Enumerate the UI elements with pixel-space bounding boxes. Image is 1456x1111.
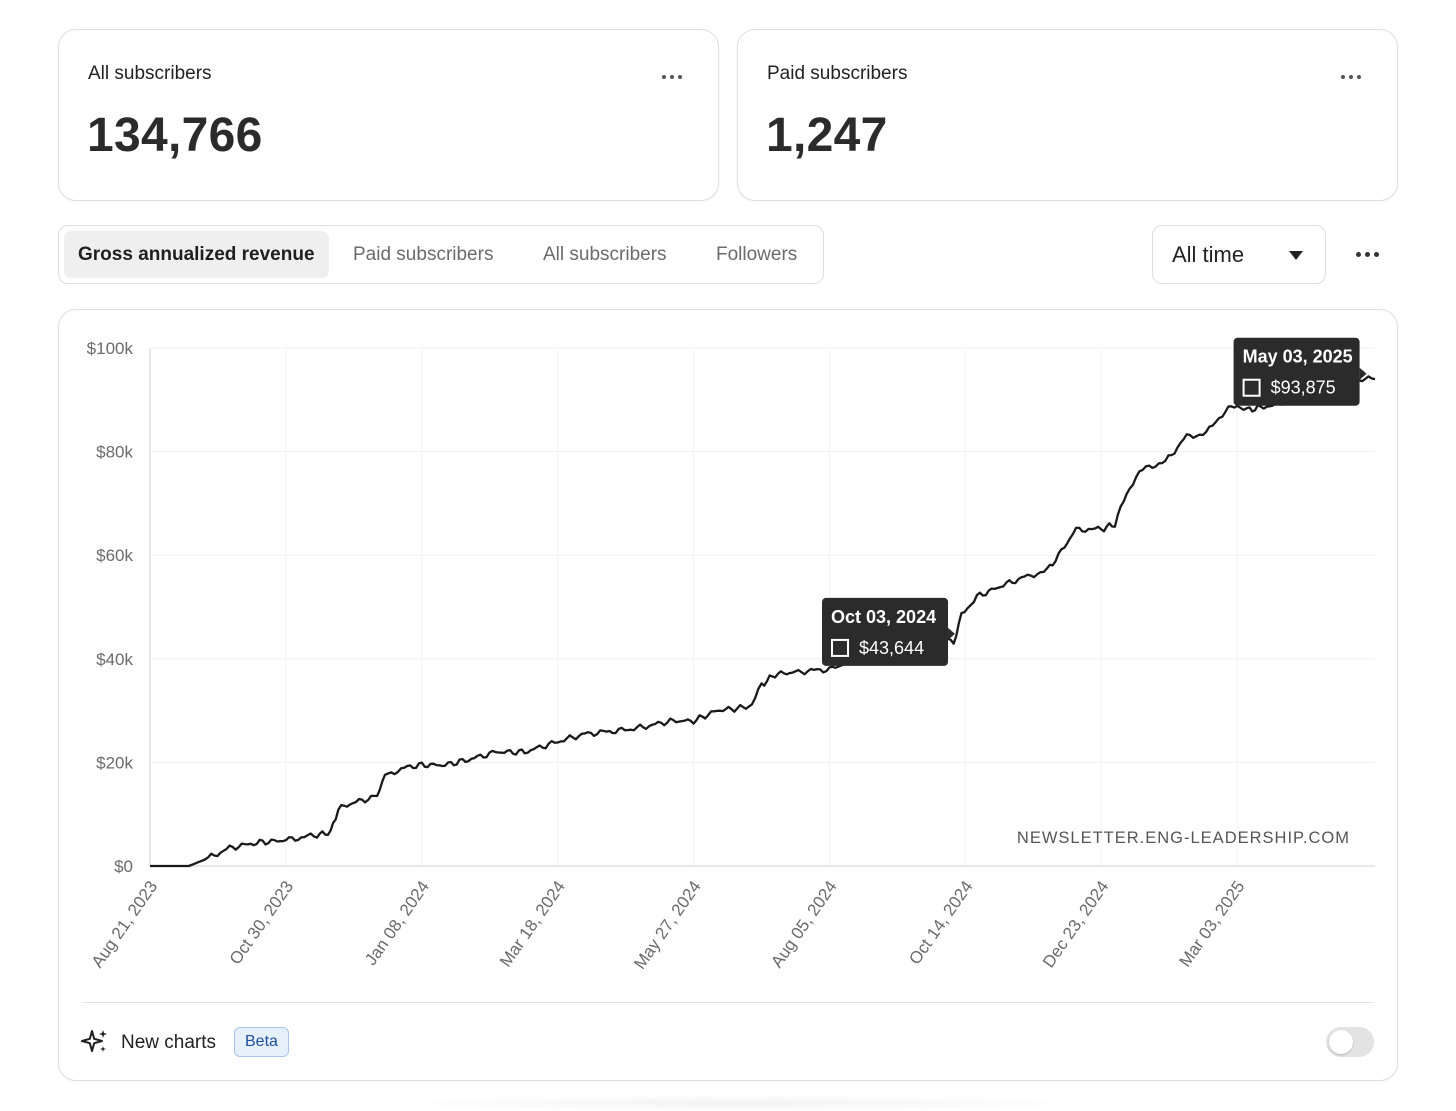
tooltip-box — [1233, 337, 1360, 406]
tooltip-date: May 03, 2025 — [1243, 347, 1353, 367]
more-dots-icon[interactable] — [1341, 75, 1361, 79]
all-subscribers-card: All subscribers 134,766 — [58, 29, 719, 201]
x-tick-label: Jan 08, 2024 — [361, 877, 433, 968]
tooltip-value: $93,875 — [1271, 378, 1336, 398]
sparkle-icon — [81, 1030, 107, 1052]
tab-followers[interactable]: Followers — [716, 244, 798, 265]
tab-paid-subscribers[interactable]: Paid subscribers — [353, 244, 494, 265]
stat-value: 1,247 — [766, 109, 888, 162]
y-tick-label: $40k — [96, 650, 133, 669]
legend-swatch-icon — [1242, 378, 1261, 397]
divider — [82, 1002, 1374, 1003]
new-charts-label: New charts — [121, 1032, 217, 1053]
stat-value: 134,766 — [87, 109, 263, 162]
paid-subscribers-card: Paid subscribers 1,247 — [737, 29, 1398, 201]
caret-down-icon — [1289, 251, 1303, 260]
stat-label: Paid subscribers — [767, 63, 908, 84]
x-tick-label: Dec 23, 2024 — [1039, 877, 1113, 971]
tooltip-date: Oct 03, 2024 — [831, 607, 936, 627]
y-tick-label: $100k — [87, 339, 134, 358]
y-tick-label: $80k — [96, 443, 133, 462]
metric-tabs: Gross annualized revenue Paid subscriber… — [58, 225, 824, 284]
revenue-chart: $0 $20k $40k $60k $80k $100k Aug 21, 2023 Oct 3… — [87, 337, 1376, 973]
tab-all-subscribers[interactable]: All subscribers — [543, 244, 667, 265]
time-range-select[interactable]: All time — [1152, 225, 1326, 284]
stat-label: All subscribers — [88, 63, 212, 84]
x-tick-label: Aug 05, 2024 — [767, 877, 841, 971]
series-line — [150, 375, 1376, 868]
x-tick-label: Oct 14, 2024 — [905, 877, 976, 968]
x-tick-label: Oct 30, 2023 — [226, 877, 297, 968]
more-dots-icon[interactable] — [662, 75, 682, 79]
watermark: NEWSLETTER.ENG-LEADERSHIP.COM — [1017, 829, 1350, 847]
y-tick-label: $20k — [96, 753, 133, 772]
x-tick-label: Aug 21, 2023 — [88, 877, 162, 971]
tooltip-box — [822, 597, 949, 666]
y-tick-label: $60k — [96, 546, 133, 565]
tab-gross-annualized-revenue[interactable]: Gross annualized revenue — [64, 231, 329, 278]
x-tick-label: Mar 03, 2025 — [1175, 877, 1248, 970]
tooltip-pointer — [948, 627, 956, 640]
y-tick-label: $0 — [114, 857, 133, 876]
tooltip-value: $43,644 — [859, 638, 924, 658]
chart-card: $0 $20k $40k $60k $80k $100k Aug 21, 2023 Oct 3… — [58, 309, 1398, 1081]
beta-badge: Beta — [234, 1027, 289, 1057]
x-tick-label: May 27, 2024 — [630, 877, 705, 972]
shadow — [380, 1095, 1100, 1111]
more-dots-icon[interactable] — [1356, 252, 1379, 257]
time-range-value: All time — [1172, 242, 1245, 267]
tooltip-pointer — [1359, 367, 1367, 380]
x-tick-label: Mar 18, 2024 — [496, 877, 569, 970]
toggle-knob — [1329, 1030, 1353, 1054]
legend-swatch-icon — [831, 638, 850, 657]
new-charts-toggle[interactable] — [1326, 1027, 1374, 1057]
